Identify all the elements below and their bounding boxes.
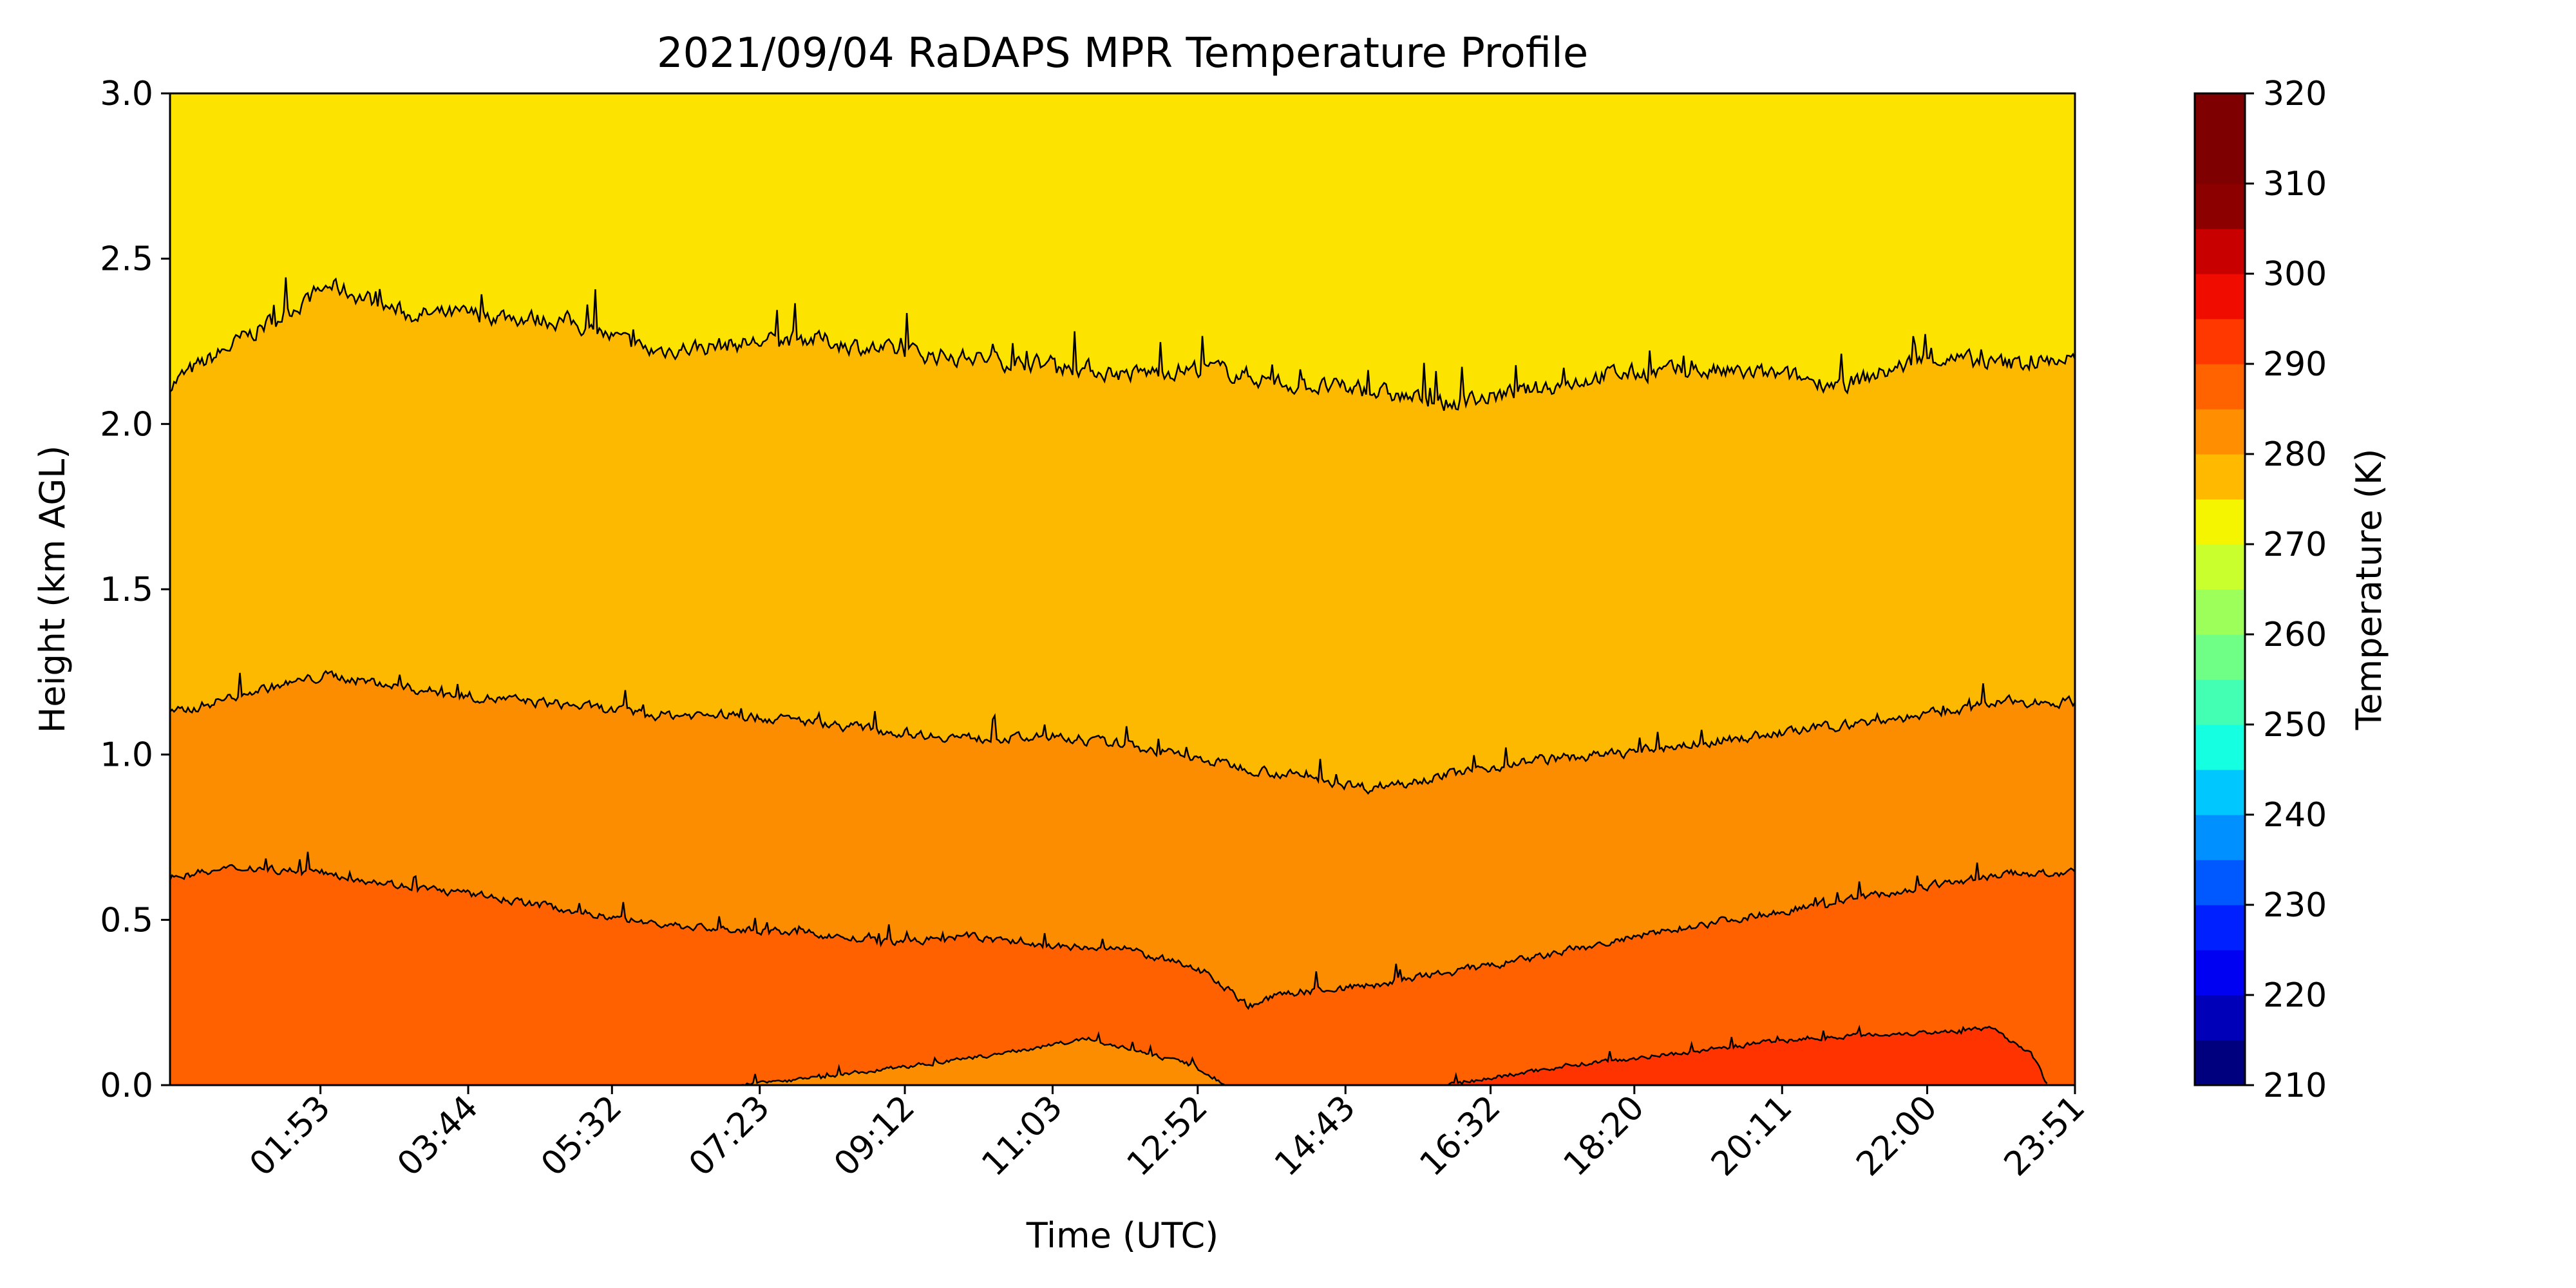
colorbar-tick-label: 240 — [2263, 796, 2327, 835]
colorbar-segment — [2195, 950, 2245, 996]
x-tick-label: 11:03 — [974, 1088, 1070, 1184]
y-tick-label: 0.0 — [100, 1066, 153, 1105]
x-tick-label: 18:20 — [1557, 1088, 1652, 1184]
colorbar-segment — [2195, 815, 2245, 860]
contour-band-300-305 — [1448, 1027, 2047, 1085]
x-tick-label: 07:23 — [682, 1088, 777, 1184]
plot-area — [169, 92, 2076, 1086]
isoline-300 — [1447, 1025, 2048, 1086]
colorbar-segment — [2195, 319, 2245, 365]
colorbar-label: Temperature (K) — [2349, 449, 2389, 731]
colorbar-ticks: 210 220 230 240 250 260 270 280 290 300 310 320 — [2245, 75, 2327, 1105]
colorbar-segment — [2195, 995, 2245, 1041]
x-tick-label: 01:53 — [242, 1088, 337, 1184]
colorbar-segment — [2195, 770, 2245, 815]
x-tick-label: 14:43 — [1267, 1088, 1363, 1184]
colorbar-segment — [2195, 499, 2245, 545]
colorbar-segment — [2195, 544, 2245, 590]
x-tick-label: 16:32 — [1412, 1088, 1508, 1184]
x-tick-label: 09:12 — [827, 1088, 922, 1184]
colorbar-tick-label: 270 — [2263, 526, 2327, 564]
y-tick-label: 2.5 — [100, 240, 153, 279]
colorbar-tick-label: 290 — [2263, 345, 2327, 384]
colorbar-segment — [2195, 274, 2245, 319]
colorbar-tick-label: 250 — [2263, 706, 2327, 744]
colorbar-segment — [2195, 364, 2245, 410]
y-tick-label: 3.0 — [100, 75, 153, 113]
colorbar-tick-label: 310 — [2263, 165, 2327, 204]
colorbar-segment — [2195, 679, 2245, 725]
isoline-290-surface — [729, 1031, 1225, 1086]
colorbar-tick-label: 320 — [2263, 75, 2327, 113]
x-axis-ticks: 01:53 03:44 05:32 07:23 09:12 11:03 12:52 14:43… — [242, 1085, 2092, 1184]
x-tick-label: 22:00 — [1849, 1088, 1944, 1184]
colorbar-tick-label: 300 — [2263, 255, 2327, 294]
x-tick-label: 20:11 — [1704, 1088, 1799, 1184]
y-tick-label: 2.0 — [100, 405, 153, 444]
x-axis-label: Time (UTC) — [1026, 1215, 1219, 1256]
colorbar-frame — [2193, 92, 2246, 1086]
colorbar-tick-label: 260 — [2263, 616, 2327, 654]
colorbar-segment — [2195, 589, 2245, 635]
colorbar-segment — [2195, 184, 2245, 229]
x-tick-label: 23:51 — [1997, 1088, 2092, 1184]
y-axis-label: Height (km AGL) — [32, 446, 73, 734]
colorbar-segment — [2195, 454, 2245, 500]
y-tick-label: 1.5 — [100, 571, 153, 609]
colorbar — [2195, 93, 2245, 1086]
isoline-295 — [169, 851, 2076, 1010]
isoline-290 — [169, 670, 2076, 795]
colorbar-tick-label: 280 — [2263, 435, 2327, 474]
colorbar-segment — [2195, 634, 2245, 680]
colorbar-segment — [2195, 905, 2245, 951]
x-tick-label: 12:52 — [1120, 1088, 1215, 1184]
colorbar-tick-label: 230 — [2263, 886, 2327, 925]
y-tick-label: 0.5 — [100, 901, 153, 940]
colorbar-tick-label: 220 — [2263, 976, 2327, 1015]
chart-title: 2021/09/04 RaDAPS MPR Temperature Profil… — [657, 30, 1588, 77]
colorbar-segment — [2195, 138, 2245, 184]
colorbar-segment — [2195, 860, 2245, 905]
x-tick-label: 03:44 — [390, 1088, 486, 1184]
y-tick-label: 1.0 — [100, 736, 153, 775]
x-tick-label: 05:32 — [534, 1088, 629, 1184]
colorbar-segment — [2195, 1040, 2245, 1086]
colorbar-tick-label: 210 — [2263, 1066, 2327, 1105]
contour-band-295-300 — [170, 851, 2075, 1085]
y-axis-ticks: 0.0 0.5 1.0 1.5 2.0 2.5 3.0 — [100, 75, 170, 1105]
colorbar-segment — [2195, 229, 2245, 274]
isoline-285 — [169, 277, 2076, 411]
colorbar-segment — [2195, 724, 2245, 770]
colorbar-segment — [2195, 409, 2245, 455]
colorbar-segment — [2195, 93, 2245, 139]
